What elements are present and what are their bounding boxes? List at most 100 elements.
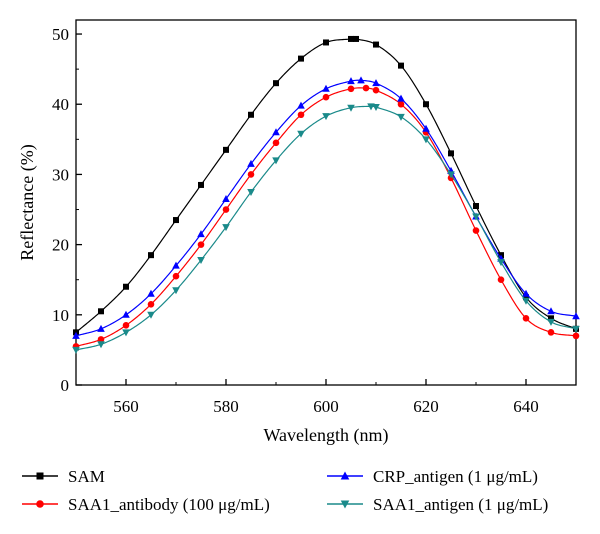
series-4 [72,103,580,354]
data-point [572,332,580,340]
series-1 [73,35,579,336]
data-point [472,227,480,234]
series-line [75,38,577,333]
legend: SAM SAA1_antibody (100 μg/mL) CRP_antigen … [22,467,548,514]
legend-marker [340,500,350,509]
data-point [148,252,154,259]
data-point [398,62,404,69]
data-point [497,276,505,284]
data-point [197,257,205,265]
tick-group: 560 580 600 620 640 0 10 20 30 40 50 [52,25,577,416]
data-point [297,130,305,138]
data-point [122,329,130,337]
data-point [572,312,580,320]
x-tick-label: 560 [113,397,139,416]
legend-marker [36,472,44,480]
data-point [297,111,305,119]
data-point [98,308,104,315]
data-point [72,331,80,339]
data-point [147,300,155,308]
data-point [97,324,105,332]
y-tick-label: 30 [52,165,69,184]
data-point [197,241,205,248]
data-point [447,171,455,179]
data-point [522,315,530,322]
data-point [472,213,480,221]
plot-frame [75,19,577,386]
data-point [547,318,555,326]
data-point [572,325,580,333]
data-point [548,315,554,322]
data-point [272,128,280,136]
data-point [247,188,255,196]
series-line [75,87,577,347]
data-point [372,104,380,112]
y-tick-label: 10 [52,306,69,325]
y-tick-label: 40 [52,95,69,114]
data-point [122,322,130,329]
data-point [97,336,105,343]
data-point [197,230,205,238]
data-point [322,93,330,101]
data-point [297,101,305,109]
data-point [172,261,180,269]
data-point [272,157,280,165]
data-point [347,85,355,93]
data-point [247,171,255,178]
y-tick-label: 0 [61,376,70,395]
data-point [397,100,405,108]
data-point [198,181,204,188]
data-point [423,101,429,108]
y-tick-label: 50 [52,25,69,44]
data-point [372,86,380,94]
data-point [248,111,254,118]
data-point [373,41,379,48]
data-point [357,76,365,84]
data-point [323,39,329,46]
x-tick-label: 640 [513,397,539,416]
data-point [322,84,330,92]
data-point [547,307,555,315]
data-point [173,217,179,224]
legend-label: CRP_antigen (1 μg/mL) [373,467,538,486]
x-tick-label: 600 [313,397,339,416]
data-point [172,287,180,295]
x-tick-label: 620 [413,397,439,416]
x-axis-title: Wavelength (nm) [263,425,388,446]
legend-marker [340,471,350,480]
data-point [247,159,255,167]
data-point [397,94,405,102]
data-point [422,136,430,144]
data-point [397,113,405,121]
legend-item: SAA1_antigen (1 μg/mL) [327,495,548,514]
data-point [422,124,430,132]
legend-marker [36,500,44,508]
data-point [522,289,530,297]
data-point [298,55,304,62]
data-point [122,310,130,318]
series-group [72,35,580,354]
data-point [222,224,230,232]
data-point [172,272,180,280]
legend-item: SAM [22,467,105,486]
data-point [523,294,529,301]
data-point [347,104,355,112]
data-point [272,139,280,147]
data-point [347,77,355,85]
data-point [348,35,354,42]
data-point [72,346,80,354]
data-point [147,311,155,319]
data-point [97,341,105,349]
y-axis-title: Reflectance (%) [17,144,38,260]
data-point [522,297,530,305]
legend-label: SAA1_antigen (1 μg/mL) [373,495,548,514]
data-point [123,283,129,290]
data-point [353,35,359,42]
legend-label: SAA1_antibody (100 μg/mL) [68,495,270,514]
data-point [372,79,380,87]
data-point [497,259,505,267]
data-point [473,203,479,210]
data-point [547,329,555,336]
data-point [223,146,229,153]
